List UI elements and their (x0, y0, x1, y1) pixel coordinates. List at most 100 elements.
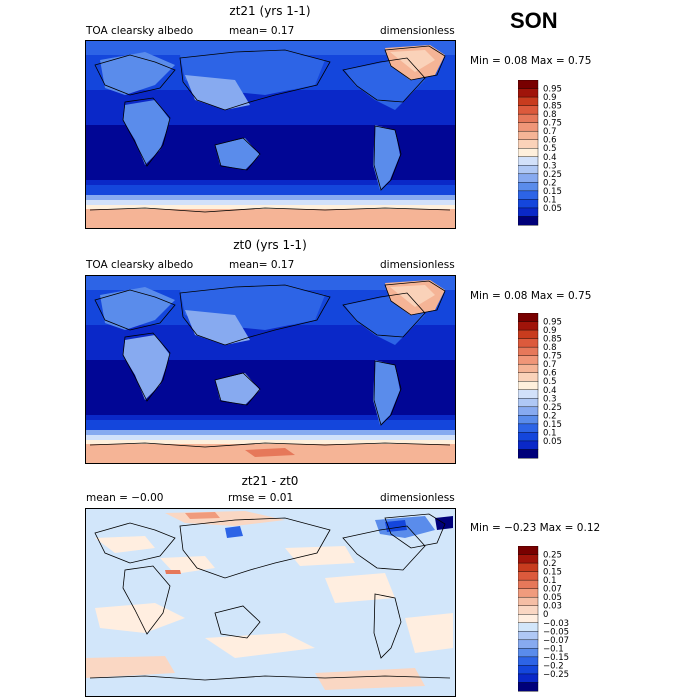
colorbar-swatch (518, 165, 539, 175)
panel2-title: zt0 (yrs 1-1) (233, 238, 307, 252)
colorbar-swatch (518, 449, 539, 459)
panel1-title: zt21 (yrs 1-1) (229, 4, 311, 18)
colorbar-swatch (518, 313, 539, 323)
colorbar-swatch (518, 381, 539, 391)
colorbar-swatch (518, 216, 539, 226)
panel2-minmax: Min = 0.08 Max = 0.75 (470, 290, 592, 302)
panel3-map (85, 508, 456, 697)
panel3-colorbar: 0.250.20.150.10.070.050.030−0.03−0.05 −0.… (518, 546, 569, 692)
colorbar-tick-label: −0.15 (543, 653, 569, 663)
colorbar-swatch (518, 554, 539, 564)
colorbar-tick-label: 0.6 (543, 369, 557, 379)
colorbar-swatch (518, 639, 539, 649)
panel3-mean-label: mean = −0.00 (86, 492, 164, 504)
colorbar-tick-label: 0.5 (543, 144, 557, 154)
colorbar-swatch (518, 173, 539, 183)
colorbar-tick-label: 0.4 (543, 386, 557, 396)
colorbar-swatch (518, 605, 539, 615)
colorbar-swatch (518, 596, 539, 607)
colorbar-tick-label: 0.03 (543, 602, 562, 612)
colorbar-tick-label: 0.9 (543, 326, 557, 336)
colorbar-tick-label: −0.25 (543, 670, 569, 680)
colorbar-swatch (518, 622, 539, 632)
colorbar-tick-label: 0.05 (543, 593, 562, 603)
colorbar-swatch (518, 579, 539, 590)
colorbar-swatch (518, 398, 539, 408)
colorbar-swatch (518, 148, 539, 158)
colorbar-swatch (518, 389, 539, 399)
colorbar-tick-label: 0.3 (543, 161, 557, 171)
colorbar-tick-label: 0.2 (543, 559, 557, 569)
colorbar-swatch (518, 199, 539, 209)
season-label: SON (510, 8, 558, 33)
panel2-units-label: dimensionless (380, 259, 455, 271)
colorbar-swatch (518, 113, 539, 124)
colorbar-tick-label: 0 (543, 610, 548, 620)
colorbar-swatch (518, 588, 539, 598)
colorbar-swatch (518, 130, 539, 141)
colorbar-swatch (518, 122, 539, 132)
colorbar-swatch (518, 665, 539, 675)
colorbar-tick-label: 0.05 (543, 437, 562, 447)
colorbar-swatch (518, 346, 539, 357)
colorbar-tick-label: 0.85 (543, 335, 562, 345)
colorbar-tick-label: 0.25 (543, 551, 562, 561)
panel1-minmax: Min = 0.08 Max = 0.75 (470, 55, 592, 67)
colorbar-swatch (518, 682, 539, 692)
colorbar-tick-label: 0.7 (543, 127, 557, 137)
colorbar-tick-label: −0.2 (543, 661, 564, 671)
colorbar-tick-label: 0.3 (543, 394, 557, 404)
colorbar-swatch (518, 363, 539, 374)
colorbar-tick-label: 0.6 (543, 136, 557, 146)
colorbar-swatch (518, 338, 539, 348)
colorbar-tick-label: −0.05 (543, 627, 569, 637)
panel3-minmax: Min = −0.23 Max = 0.12 (470, 522, 601, 534)
colorbar-swatch (518, 207, 539, 217)
colorbar-tick-label: 0.95 (543, 85, 562, 95)
colorbar-swatch (518, 96, 539, 107)
colorbar-tick-label: 0.7 (543, 360, 557, 370)
colorbar-swatch (518, 673, 539, 683)
colorbar-swatch (518, 80, 539, 90)
panel1-variable-label: TOA clearsky albedo (86, 25, 194, 37)
panel2-map (85, 275, 456, 464)
colorbar-tick-label: 0.8 (543, 343, 557, 353)
colorbar-tick-label: 0.15 (543, 568, 562, 578)
colorbar-tick-label: 0.25 (543, 170, 562, 180)
colorbar-tick-label: 0.95 (543, 318, 562, 328)
panel1-mean-label: mean= 0.17 (229, 25, 295, 37)
colorbar-swatch (518, 648, 539, 658)
colorbar-swatch (518, 105, 539, 115)
colorbar-tick-label: 0.85 (543, 102, 562, 112)
colorbar-swatch (518, 571, 539, 581)
colorbar-tick-label: −0.03 (543, 619, 569, 629)
colorbar-tick-label: 0.07 (543, 585, 562, 595)
colorbar-swatch (518, 372, 539, 382)
panel3-rmse-label: rmse = 0.01 (228, 492, 294, 504)
panel2-variable-label: TOA clearsky albedo (86, 259, 194, 271)
colorbar-swatch (518, 546, 539, 556)
colorbar-tick-label: 0.9 (543, 93, 557, 103)
panel1-colorbar: 0.950.90.850.80.750.70.60.50.40.30.250.2… (518, 80, 562, 226)
colorbar-tick-label: −0.1 (543, 644, 564, 654)
colorbar-swatch (518, 156, 539, 166)
panel2-mean-label: mean= 0.17 (229, 259, 295, 271)
colorbar-swatch (518, 406, 539, 416)
colorbar-tick-label: 0.15 (543, 420, 562, 430)
colorbar-swatch (518, 423, 539, 433)
colorbar-tick-label: 0.05 (543, 204, 562, 214)
panel3-units-label: dimensionless (380, 492, 455, 504)
colorbar-swatch (518, 88, 539, 98)
panel1-map (85, 40, 456, 229)
colorbar-swatch (518, 190, 539, 200)
colorbar-swatch (518, 614, 539, 624)
colorbar-tick-label: 0.15 (543, 187, 562, 197)
colorbar-tick-label: 0.1 (543, 576, 557, 586)
colorbar-swatch (518, 656, 539, 666)
colorbar-tick-label: 0.1 (543, 195, 557, 205)
colorbar-tick-label: 0.1 (543, 428, 557, 438)
colorbar-tick-label: 0.8 (543, 110, 557, 120)
colorbar-tick-label: 0.2 (543, 178, 557, 188)
colorbar-tick-label: 0.75 (543, 119, 562, 129)
colorbar-swatch (518, 415, 539, 425)
